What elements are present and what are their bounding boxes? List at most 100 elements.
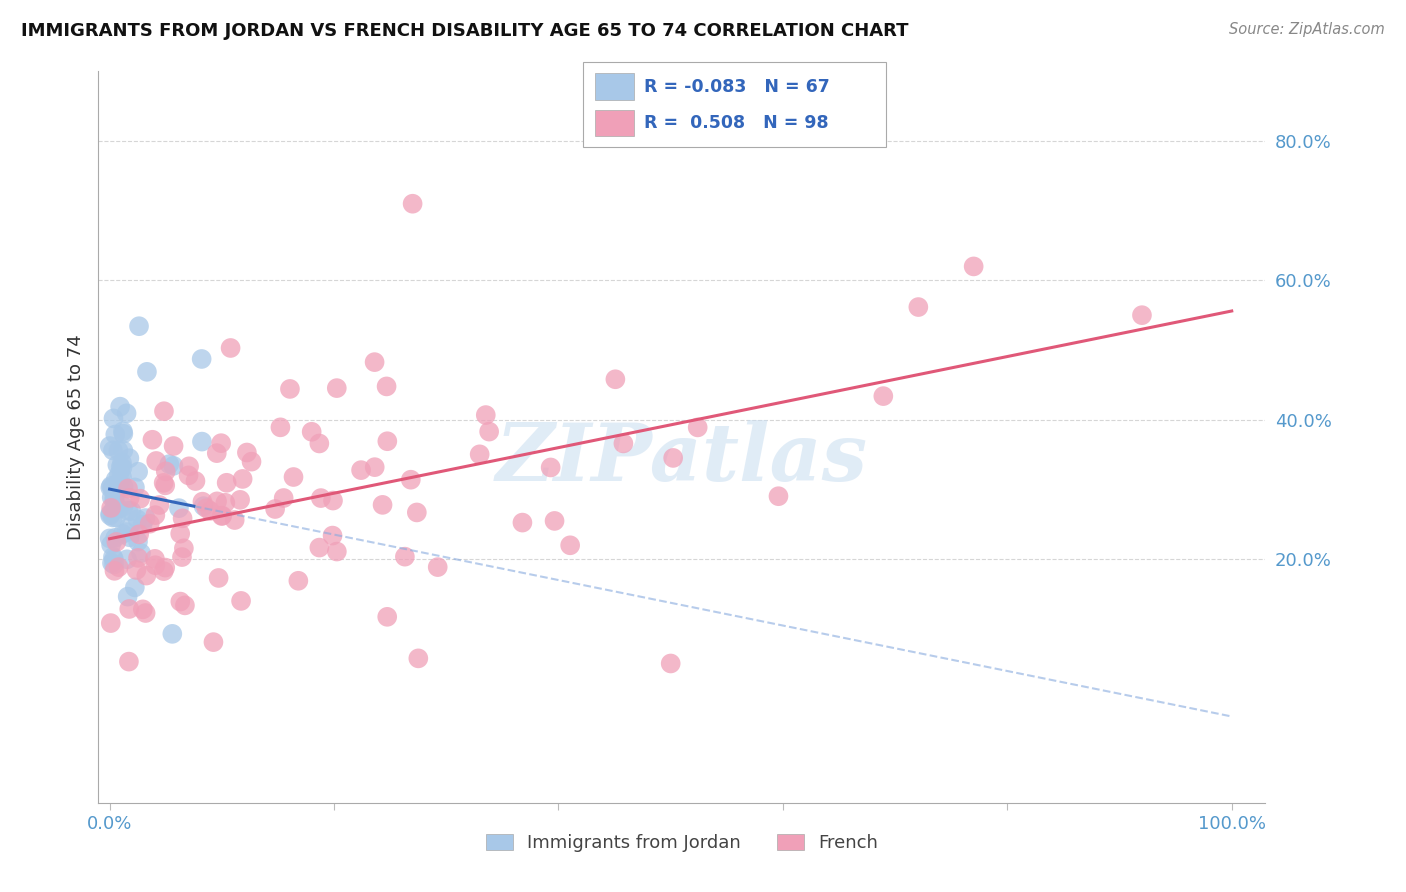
Point	[107, 443, 129, 458]
Point	[560, 538, 582, 552]
Point	[111, 425, 134, 439]
Point	[162, 458, 184, 473]
Point	[287, 574, 309, 588]
Point	[308, 436, 330, 450]
Point	[104, 492, 127, 507]
Point	[103, 564, 125, 578]
Point	[131, 517, 153, 532]
Point	[110, 481, 132, 495]
Point	[309, 491, 332, 505]
Point	[105, 484, 128, 499]
Point	[104, 427, 127, 442]
Point	[129, 546, 152, 560]
Point	[100, 538, 122, 552]
Point	[686, 420, 709, 434]
Point	[162, 439, 184, 453]
Point	[152, 475, 174, 490]
Point	[363, 355, 385, 369]
Point	[124, 480, 146, 494]
Point	[98, 439, 121, 453]
Point	[326, 544, 349, 558]
Point	[105, 458, 128, 472]
Point	[308, 541, 330, 555]
Point	[207, 571, 229, 585]
Point	[98, 532, 121, 546]
Point	[141, 433, 163, 447]
Point	[155, 560, 177, 574]
Point	[107, 560, 129, 574]
Point	[170, 550, 193, 565]
Point	[136, 365, 159, 379]
Point	[120, 504, 142, 518]
Point	[659, 657, 682, 671]
Point	[468, 447, 491, 461]
Point	[143, 508, 166, 522]
Point	[375, 434, 398, 449]
Point	[112, 480, 135, 494]
Point	[605, 372, 627, 386]
Point	[105, 535, 128, 549]
Point	[115, 552, 138, 566]
Point	[111, 527, 134, 541]
Point	[612, 436, 634, 450]
Point	[1130, 308, 1153, 322]
Point	[155, 478, 177, 492]
Point	[191, 434, 214, 449]
Text: R =  0.508   N = 98: R = 0.508 N = 98	[644, 114, 828, 132]
Point	[215, 475, 238, 490]
Point	[101, 443, 124, 458]
Point	[127, 465, 149, 479]
Point	[100, 616, 122, 631]
Point	[174, 599, 197, 613]
Point	[101, 549, 124, 564]
Point	[205, 446, 228, 460]
Point	[177, 468, 200, 483]
Point	[143, 558, 166, 573]
Point	[118, 655, 141, 669]
Point	[768, 489, 790, 503]
Point	[134, 511, 156, 525]
Point	[177, 459, 200, 474]
Point	[124, 580, 146, 594]
Point	[100, 479, 122, 493]
Point	[193, 499, 215, 513]
Y-axis label: Disability Age 65 to 74: Disability Age 65 to 74	[66, 334, 84, 540]
Point	[101, 510, 124, 524]
Point	[229, 492, 252, 507]
Text: ZIPatlas: ZIPatlas	[496, 420, 868, 498]
Point	[153, 404, 176, 418]
Point	[103, 411, 125, 425]
Point	[148, 498, 170, 512]
Point	[405, 505, 427, 519]
Point	[191, 494, 214, 508]
Point	[127, 512, 149, 526]
Point	[157, 457, 180, 471]
Point	[211, 508, 233, 523]
Point	[375, 379, 398, 393]
Point	[326, 381, 349, 395]
Point	[105, 510, 128, 524]
Point	[118, 451, 141, 466]
Point	[98, 481, 121, 495]
Point	[115, 525, 138, 540]
Point	[394, 549, 416, 564]
Point	[543, 514, 565, 528]
Point	[408, 651, 430, 665]
Point	[129, 491, 152, 506]
Point	[475, 408, 498, 422]
Point	[135, 606, 157, 620]
Point	[110, 460, 132, 475]
Point	[112, 426, 135, 441]
Point	[127, 534, 149, 549]
Point	[101, 556, 124, 570]
Point	[232, 472, 254, 486]
Point	[283, 470, 305, 484]
Point	[278, 382, 301, 396]
Point	[184, 474, 207, 488]
Point	[512, 516, 534, 530]
Point	[118, 602, 141, 616]
Point	[173, 541, 195, 556]
Point	[100, 491, 122, 505]
Point	[111, 460, 134, 475]
Point	[224, 513, 246, 527]
